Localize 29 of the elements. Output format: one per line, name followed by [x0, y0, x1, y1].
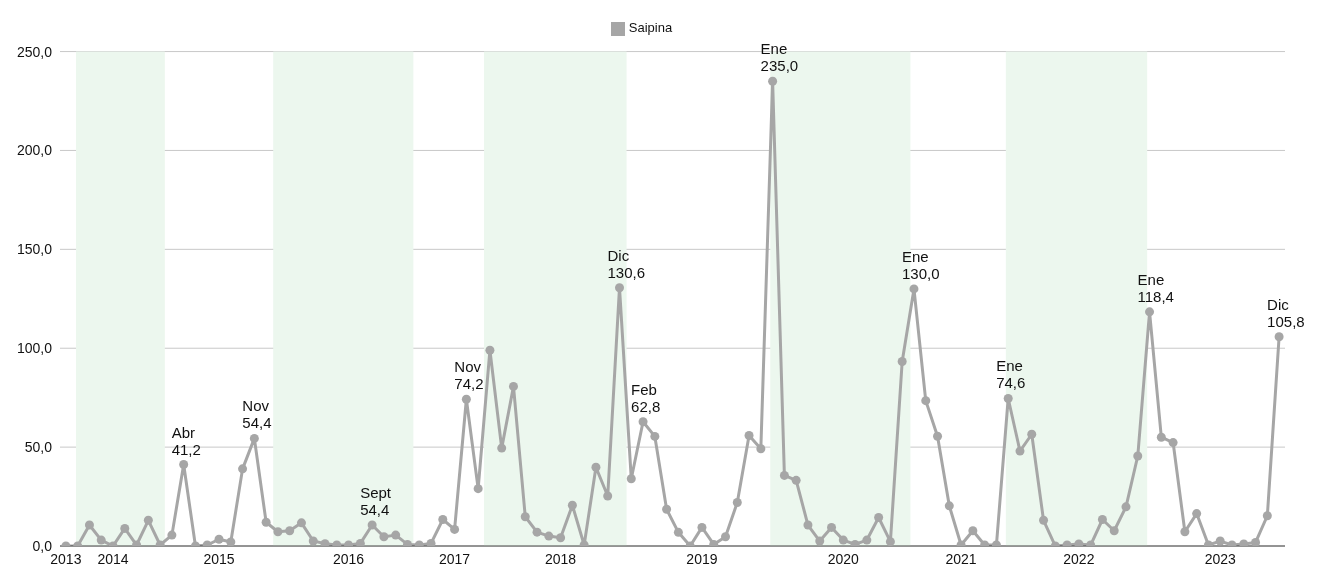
y-tick-label: 50,0 [24, 439, 53, 456]
y-tick-label: 150,0 [16, 241, 53, 258]
x-tick-label: 2023 [1204, 550, 1236, 567]
x-tick-label: 2016 [333, 550, 365, 567]
y-tick-label: 0,0 [32, 537, 53, 554]
x-tick-label: 2013 [50, 550, 82, 567]
annotation: Ene 130,0 [901, 247, 940, 282]
x-tick-label: 2014 [97, 550, 129, 567]
x-tick-label: 2019 [686, 550, 718, 567]
y-tick-label: 100,0 [16, 340, 53, 357]
annotation: Ene 118,4 [1137, 270, 1174, 305]
legend-label: Saipina [628, 20, 673, 35]
annotation: Ene 235,0 [760, 40, 799, 75]
x-tick-label: 2021 [945, 550, 977, 567]
annotation: Dic 105,8 [1267, 295, 1305, 330]
annotation: Dic 130,6 [607, 246, 646, 281]
x-tick-label: 2017 [439, 550, 471, 567]
x-tick-label: 2018 [545, 550, 577, 567]
x-tick-label: 2020 [827, 550, 860, 567]
annotation: Sept 54,4 [360, 484, 392, 519]
y-tick-label: 250,0 [16, 43, 53, 60]
annotation: Abr 41,2 [171, 423, 201, 458]
annotation: Nov 74,2 [454, 358, 484, 393]
x-tick-label: 2022 [1063, 550, 1095, 567]
annotation: Nov 54,4 [242, 397, 272, 432]
x-tick-label: 2015 [203, 550, 235, 567]
annotation: Ene 74,6 [996, 357, 1026, 392]
y-tick-label: 200,0 [16, 142, 53, 159]
annotation: Feb 62,8 [631, 380, 661, 415]
